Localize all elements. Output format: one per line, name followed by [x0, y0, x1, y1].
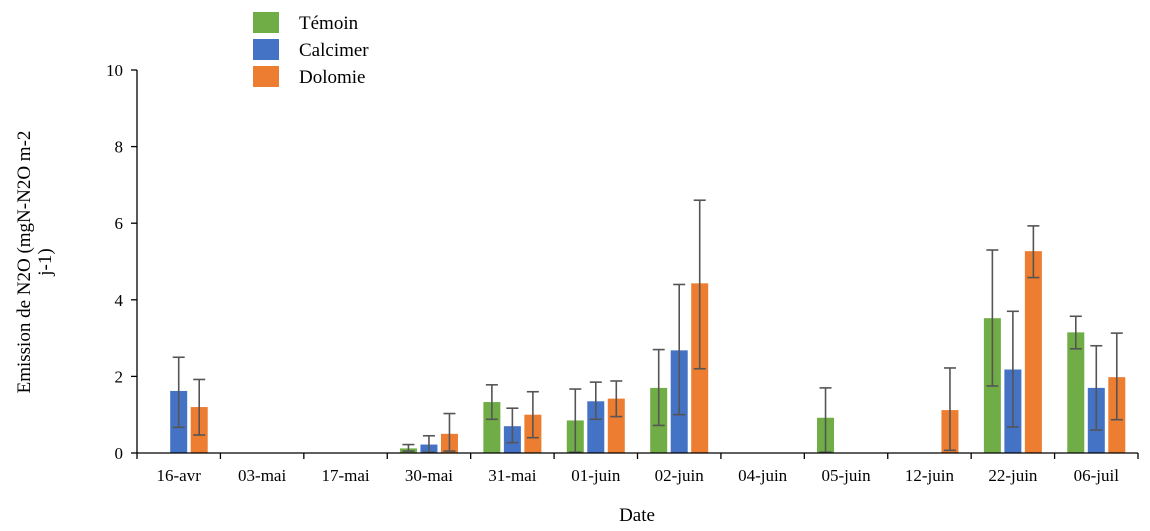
y-tick-label: 0 — [115, 444, 124, 463]
bar — [1067, 332, 1085, 453]
x-tick-label: 17-mai — [321, 466, 369, 485]
bars — [170, 251, 1126, 453]
bar — [607, 398, 625, 453]
y-axis-title-line: j-1) — [35, 248, 56, 276]
legend-swatch — [253, 66, 279, 87]
x-tick-label: 03-mai — [238, 466, 286, 485]
y-axis: 0 2 4 6 8 10 — [106, 61, 138, 463]
legend-swatch — [253, 39, 279, 60]
y-tick-label: 6 — [115, 214, 124, 233]
x-tick-label: 12-juin — [905, 466, 955, 485]
x-tick-label: 16-avr — [157, 466, 202, 485]
x-tick-label: 01-juin — [571, 466, 621, 485]
x-tick-label: 04-juin — [738, 466, 788, 485]
x-axis: 16-avr 03-mai 17-mai 30-mai 31-mai 01-juin 02-… — [136, 452, 1139, 485]
y-axis-title: Emission de N2O (mgN-N2O m-2j-1) — [14, 131, 56, 394]
x-tick-label: 05-juin — [821, 466, 871, 485]
y-tick-label: 4 — [115, 291, 124, 310]
y-tick-label: 10 — [106, 61, 123, 80]
bar — [1024, 251, 1042, 453]
legend-label: Calcimer — [299, 40, 369, 61]
y-axis-title-line: Emission de N2O (mgN-N2O m-2 — [14, 131, 35, 394]
legend-label: Dolomie — [299, 67, 366, 88]
bar — [587, 401, 605, 453]
x-axis-title: Date — [619, 505, 655, 526]
bar — [483, 402, 501, 453]
x-tick-label: 31-mai — [488, 466, 536, 485]
y-tick-label: 8 — [115, 138, 124, 157]
x-tick-label: 06-juil — [1074, 466, 1120, 485]
x-tick-label: 22-juin — [988, 466, 1038, 485]
legend-label: Témoin — [299, 13, 359, 34]
x-tick-label: 30-mai — [405, 466, 453, 485]
y-tick-label: 2 — [115, 367, 124, 386]
error-bars — [172, 199, 1123, 454]
legend: Témoin Calcimer Dolomie — [253, 12, 369, 88]
legend-swatch — [253, 12, 279, 33]
y-axis-title-text: Emission de N2O (mgN-N2O m-2j-1) — [14, 131, 56, 394]
x-tick-label: 02-juin — [655, 466, 705, 485]
